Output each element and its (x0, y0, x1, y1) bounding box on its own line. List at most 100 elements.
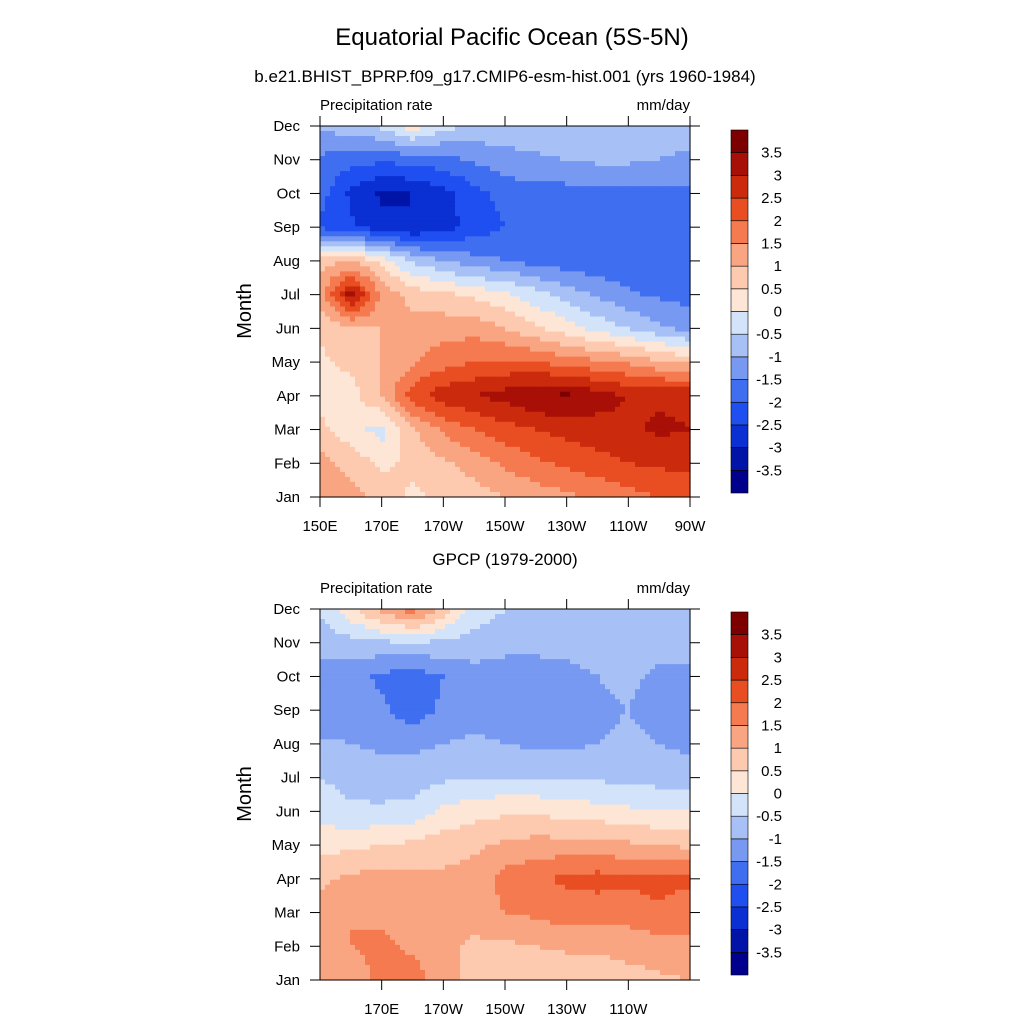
contour-cell (650, 426, 656, 433)
contour-cell (650, 386, 656, 393)
contour-cell (385, 366, 391, 373)
contour-cell (605, 316, 611, 323)
contour-cell (355, 446, 361, 453)
contour-cell (645, 376, 651, 383)
contour-cell (475, 286, 481, 293)
contour-cell (450, 336, 456, 343)
contour-cell (435, 246, 441, 252)
contour-cell (665, 326, 671, 333)
contour-cell (545, 201, 551, 207)
contour-cell (445, 461, 451, 468)
contour-cell (340, 286, 346, 293)
contour-cell (430, 381, 436, 388)
contour-cell (485, 426, 491, 433)
contour-cell (445, 201, 451, 207)
contour-cell (545, 276, 551, 283)
contour-cell (460, 251, 466, 257)
contour-cell (680, 286, 686, 293)
contour-cell (565, 371, 571, 378)
contour-cell (335, 211, 341, 217)
contour-cell (485, 151, 491, 157)
contour-cell (530, 291, 536, 298)
contour-cell (420, 256, 426, 262)
contour-cell (545, 241, 551, 247)
contour-cell (345, 391, 351, 398)
contour-cell (590, 146, 596, 152)
contour-cell (550, 241, 556, 247)
contour-cell (675, 166, 681, 172)
contour-cell (500, 181, 506, 187)
contour-cell (545, 226, 551, 232)
contour-cell (435, 231, 441, 237)
contour-cell (365, 456, 371, 463)
contour-cell (335, 216, 341, 222)
contour-cell (615, 266, 621, 272)
contour-cell (345, 461, 351, 468)
contour-cell (600, 431, 606, 438)
contour-cell (525, 211, 531, 217)
contour-cell (525, 311, 531, 318)
contour-cell (555, 416, 561, 423)
contour-cell (415, 406, 421, 413)
contour-cell (670, 256, 676, 262)
contour-cell (570, 131, 576, 137)
contour-cell (330, 406, 336, 413)
contour-cell (380, 256, 386, 262)
contour-cell (440, 161, 446, 167)
contour-cell (430, 206, 436, 212)
contour-cell (430, 356, 436, 363)
contour-cell (450, 451, 456, 458)
contour-cell (555, 441, 561, 448)
contour-cell (325, 271, 331, 277)
contour-cell (385, 356, 391, 363)
contour-cell (410, 346, 416, 353)
contour-cell (685, 406, 691, 413)
contour-cell (530, 271, 536, 277)
contour-cell (505, 311, 511, 318)
contour-cell (435, 176, 441, 182)
contour-cell (485, 201, 491, 207)
contour-cell (625, 376, 631, 383)
contour-cell (420, 456, 426, 463)
contour-cell (670, 241, 676, 247)
contour-cell (350, 271, 356, 277)
contour-cell (470, 436, 476, 443)
contour-cell (340, 356, 346, 363)
contour-cell (355, 276, 361, 283)
contour-cell (520, 446, 526, 453)
contour-cell (660, 196, 666, 202)
contour-cell (465, 141, 471, 147)
contour-cell (480, 166, 486, 172)
contour-cell (500, 201, 506, 207)
contour-cell (405, 266, 411, 272)
contour-cell (530, 216, 536, 222)
contour-cell (470, 266, 476, 272)
contour-cell (390, 396, 396, 403)
contour-cell (680, 246, 686, 252)
contour-cell (680, 316, 686, 323)
contour-cell (540, 286, 546, 293)
contour-cell (545, 301, 551, 308)
contour-cell (355, 311, 361, 318)
contour-cell (600, 256, 606, 262)
contour-cell (585, 411, 591, 418)
contour-cell (630, 261, 636, 267)
contour-cell (360, 226, 366, 232)
contour-cell (570, 146, 576, 152)
contour-cell (465, 366, 471, 373)
contour-cell (500, 391, 506, 398)
contour-cell (615, 426, 621, 433)
contour-cell (605, 166, 611, 172)
contour-cell (605, 326, 611, 333)
contour-cell (685, 381, 691, 388)
contour-cell (390, 376, 396, 383)
contour-cell (520, 351, 526, 358)
contour-cell (430, 131, 436, 137)
contour-cell (360, 286, 366, 293)
contour-cell (385, 151, 391, 157)
contour-cell (600, 276, 606, 283)
contour-cell (385, 361, 391, 368)
contour-cell (645, 211, 651, 217)
contour-cell (545, 176, 551, 182)
contour-cell (380, 441, 386, 448)
